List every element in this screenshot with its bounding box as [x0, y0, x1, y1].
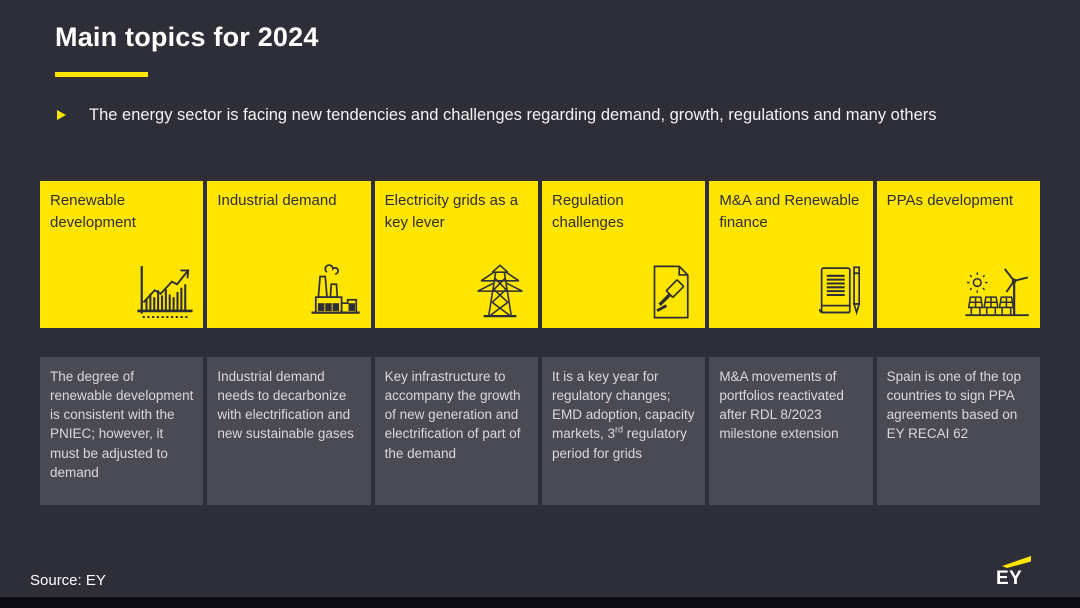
gavel-document-icon [640, 261, 698, 323]
transmission-tower-icon [469, 261, 531, 323]
ey-logo: EY [996, 556, 1031, 589]
detail-boxes-row: The degree of renewable development is c… [40, 357, 1040, 505]
card-title: PPAs development [886, 192, 1014, 209]
ey-wordmark: EY [996, 568, 1023, 589]
card-regulation-challenges: Regulation challenges [541, 181, 706, 328]
box-text: Industrial demand needs to decarbonize w… [217, 369, 354, 442]
box-ma-renewable-finance: M&A movements of portfolios reactivated … [709, 357, 873, 505]
box-regulation-challenges: It is a key year for regulatory changes;… [541, 357, 706, 505]
box-industrial-demand: Industrial demand needs to decarbonize w… [207, 357, 371, 505]
box-text: M&A movements of portfolios reactivated … [719, 369, 844, 442]
box-ppas-development: Spain is one of the top countries to sig… [876, 357, 1040, 505]
box-renewable-development: The degree of renewable development is c… [40, 357, 204, 505]
card-ppas-development: PPAs development [876, 181, 1040, 328]
card-renewable-development: Renewable development [40, 181, 204, 328]
card-ma-renewable-finance: M&A and Renewable finance [709, 181, 873, 328]
card-title: Electricity grids as a key lever [384, 192, 519, 231]
box-electricity-grids: Key infrastructure to accompany the grow… [374, 357, 538, 505]
intro-bullet: The energy sector is facing new tendenci… [57, 103, 1032, 129]
card-industrial-demand: Industrial demand [207, 181, 371, 328]
bullet-triangle-icon [57, 110, 66, 120]
ey-beam-icon [1002, 556, 1031, 568]
card-title: Industrial demand [217, 192, 337, 209]
title-underline [55, 72, 148, 77]
box-text: Key infrastructure to accompany the grow… [384, 369, 521, 461]
box-text: The degree of renewable development is c… [50, 369, 194, 480]
ordinal-superscript: rd [615, 424, 624, 435]
card-electricity-grids: Electricity grids as a key lever [374, 181, 538, 328]
topic-cards-row: Renewable development [40, 181, 1040, 328]
intro-bullet-text: The energy sector is facing new tendenci… [89, 106, 937, 124]
box-text: Spain is one of the top countries to sig… [886, 369, 1021, 442]
notebook-pen-icon [808, 261, 866, 323]
factory-icon [302, 261, 364, 323]
card-title: Regulation challenges [551, 192, 624, 231]
card-title: Renewable development [50, 192, 136, 231]
source-note: Source: EY [30, 572, 106, 589]
bottom-bar [0, 597, 1080, 608]
box-text: It is a key year for regulatory changes;… [551, 369, 695, 461]
card-title: M&A and Renewable finance [719, 192, 860, 231]
bar-chart-growth-icon [134, 261, 196, 323]
page-title: Main topics for 2024 [55, 22, 319, 52]
solar-wind-icon [961, 261, 1033, 323]
